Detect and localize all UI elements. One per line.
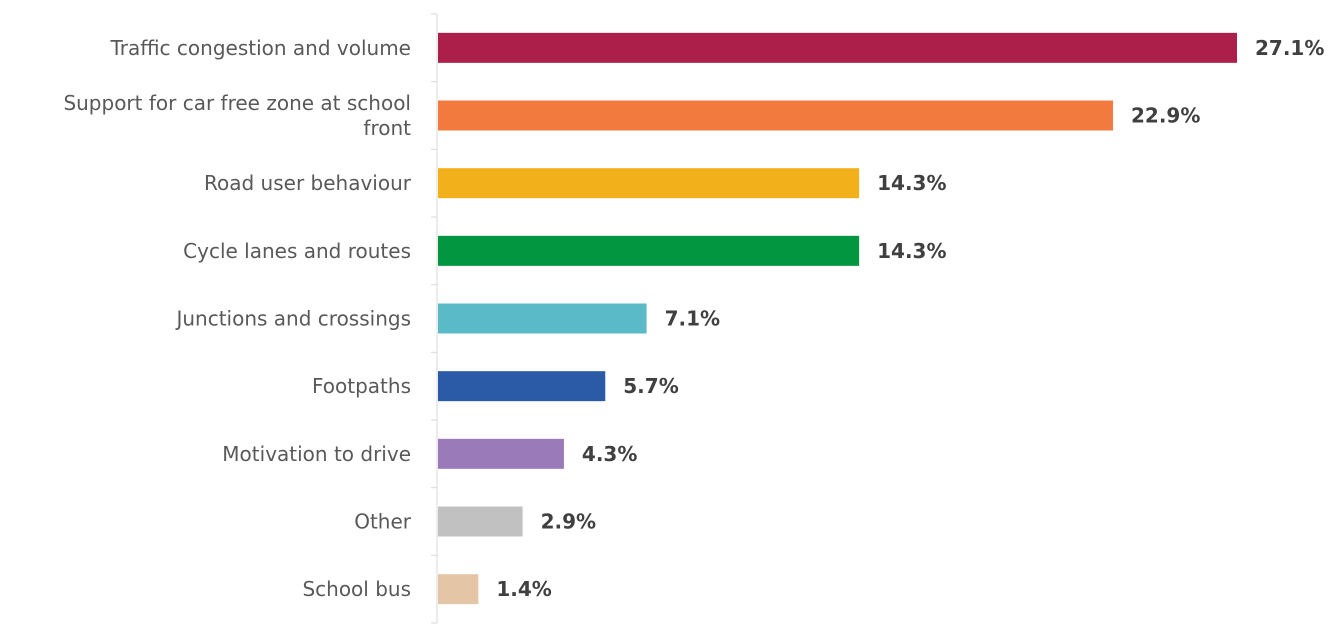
- category-label: Road user behaviour: [204, 171, 412, 195]
- data-label: 1.4%: [496, 577, 551, 601]
- bar: [438, 235, 860, 266]
- category-label: Motivation to drive: [222, 442, 411, 466]
- data-label: 27.1%: [1255, 36, 1324, 60]
- bar: [438, 168, 860, 199]
- data-label: 4.3%: [582, 442, 637, 466]
- category-label: Junctions and crossings: [174, 307, 411, 331]
- bar: [438, 371, 606, 402]
- data-label: 7.1%: [665, 307, 720, 331]
- category-label-line: Support for car free zone at school: [63, 91, 411, 115]
- category-label: Other: [354, 510, 412, 534]
- bar: [438, 32, 1237, 63]
- bars-layer: [438, 32, 1237, 605]
- category-label: School bus: [302, 577, 411, 601]
- data-label: 22.9%: [1131, 104, 1200, 128]
- labels-layer: 27.1% Traffic congestion and volume 22.9% S…: [63, 36, 1324, 601]
- bar: [438, 303, 647, 334]
- bar: [438, 574, 479, 605]
- bar: [438, 506, 523, 537]
- data-label: 14.3%: [877, 171, 946, 195]
- data-label: 2.9%: [541, 510, 596, 534]
- bar: [438, 438, 564, 469]
- category-label: Traffic congestion and volume: [109, 36, 411, 60]
- bar: [438, 100, 1114, 131]
- category-axis: [431, 13, 438, 624]
- category-label: Support for car free zone at school front: [63, 91, 411, 140]
- category-label: Cycle lanes and routes: [183, 239, 411, 263]
- data-label: 5.7%: [623, 374, 678, 398]
- category-label: Footpaths: [312, 374, 411, 398]
- data-label: 14.3%: [877, 239, 946, 263]
- category-label-line: front: [363, 116, 411, 140]
